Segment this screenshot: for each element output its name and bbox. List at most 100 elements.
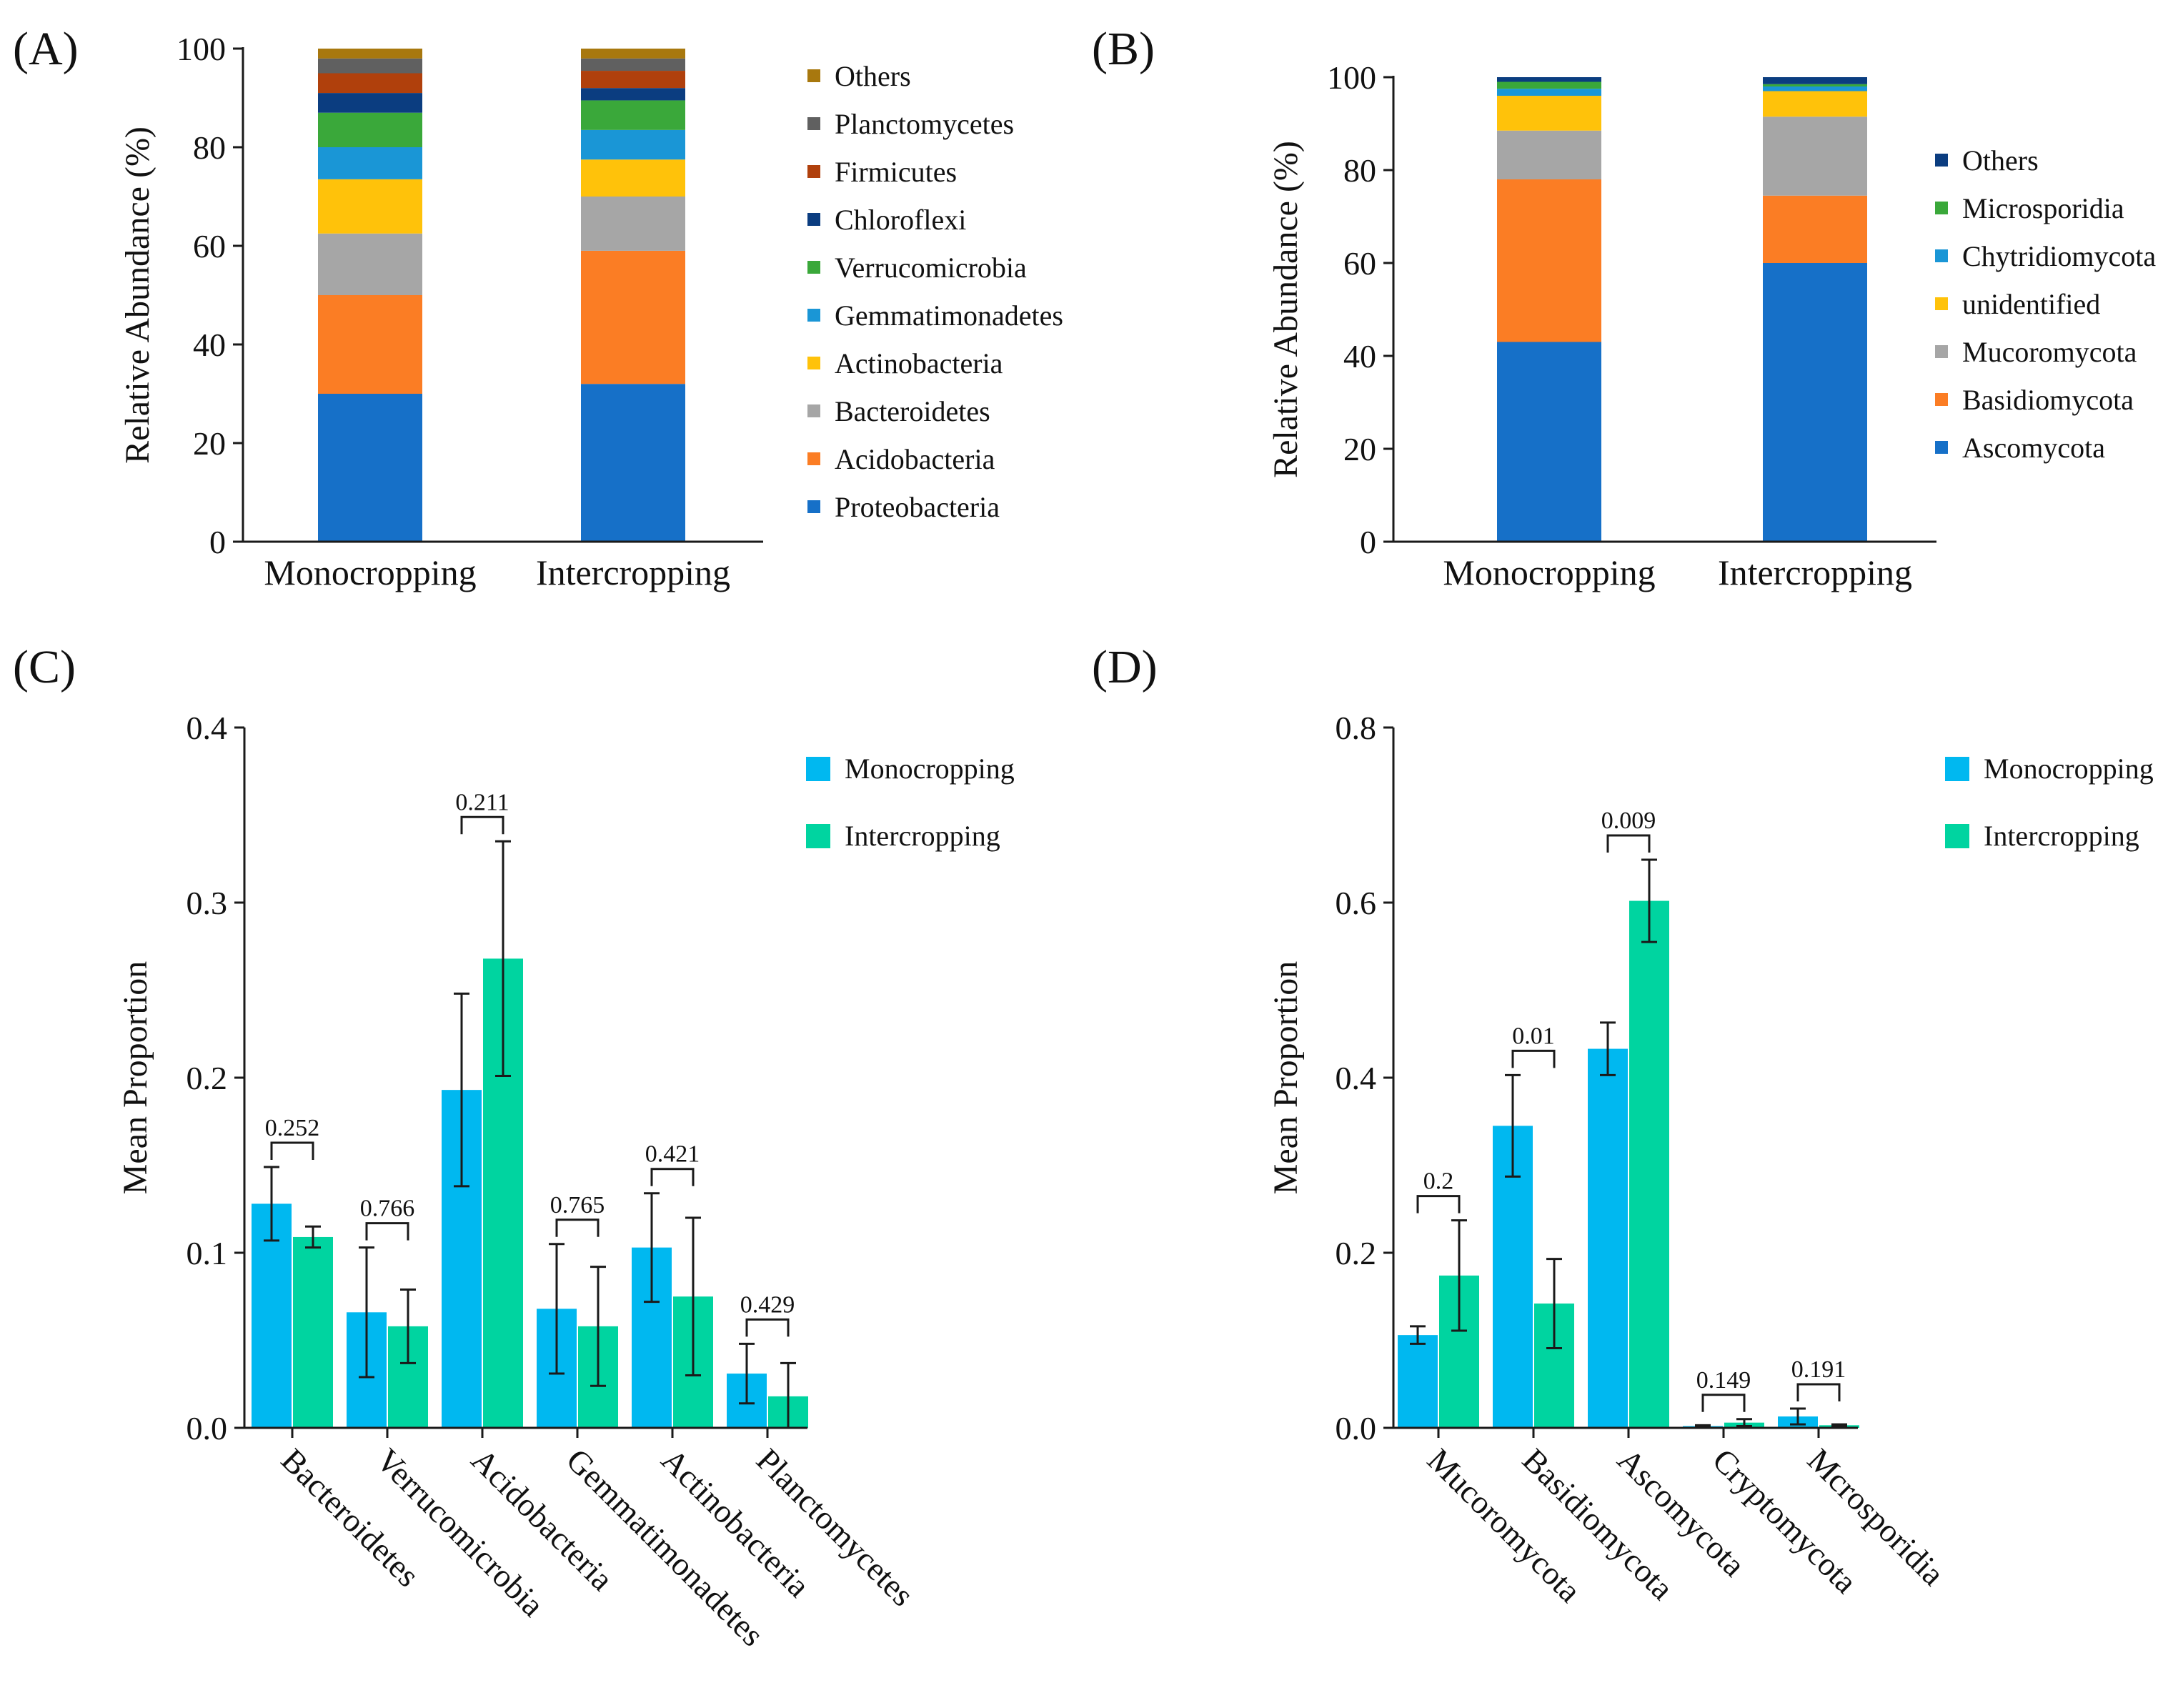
stacked-chart-b: Monocropping Intercropping 0 20 40 60 80 100 Rel… (1267, 59, 2156, 592)
legend-swatch (807, 357, 820, 369)
significance-bracket (555, 1218, 600, 1237)
stacked-segment (581, 71, 685, 89)
significance-bracket (1701, 1394, 1746, 1412)
significance-bracket (365, 1222, 409, 1241)
legend-swatch (807, 213, 820, 226)
y-tick-label: 20 (1343, 431, 1376, 467)
stacked-segment (1763, 263, 1867, 542)
legend-label: Ascomycota (1962, 432, 2105, 464)
y-tick-label: 20 (193, 425, 226, 462)
legend-swatch (1945, 824, 1969, 848)
legend-label: Others (1962, 144, 2039, 177)
stacked-segment (318, 49, 422, 59)
bar (293, 1236, 333, 1428)
legend-swatch (807, 117, 820, 130)
y-tick-label: 0.4 (187, 710, 228, 746)
y-tick-label: 0.3 (187, 885, 228, 921)
stacked-segment (1763, 86, 1867, 91)
legend-label: Acidobacteria (835, 443, 995, 475)
category-label: Intercropping (536, 552, 730, 592)
y-tick-label: 0.6 (1336, 885, 1377, 921)
y-tick-label: 0.0 (1336, 1410, 1377, 1446)
legend-swatch (807, 452, 820, 465)
y-tick-label: 0.1 (187, 1235, 228, 1271)
legend-label: Intercropping (845, 820, 1000, 852)
stacked-segment (1497, 96, 1601, 131)
significance-bracket (1606, 834, 1651, 853)
p-value-label: 0.252 (265, 1115, 320, 1141)
legend-swatch (807, 404, 820, 417)
y-tick-label: 60 (1343, 245, 1376, 282)
p-value-label: 0.766 (360, 1196, 415, 1222)
category-label: Monocropping (264, 552, 476, 592)
legend-swatch (806, 757, 830, 781)
category-label: Monocropping (1443, 552, 1655, 592)
legend-label: Others (835, 60, 911, 92)
stacked-segment (318, 93, 422, 113)
legend-swatch (1935, 441, 1948, 454)
y-tick-label: 100 (176, 31, 226, 67)
stacked-segment (1763, 195, 1867, 263)
legend-label: Firmicutes (835, 156, 957, 188)
stacked-segment (1763, 84, 1867, 86)
legend-swatch (1935, 345, 1948, 358)
bar (1398, 1335, 1438, 1428)
legend-swatch (1935, 249, 1948, 262)
panel-label: (D) (1092, 641, 1158, 693)
grouped-chart-d: 0.2Mucoromycota0.01Basidiomycota0.009Asc… (1267, 710, 2154, 1609)
y-axis-label: Relative Abundance (%) (1267, 141, 1305, 478)
grouped-chart-c: 0.252Bacteroidetes0.766Verrucomicrobia0.… (116, 710, 1015, 1653)
stacked-segment (318, 233, 422, 295)
legend-swatch (807, 165, 820, 178)
legend-label: Mucoromycota (1962, 336, 2137, 368)
legend-label: Bacteroidetes (835, 395, 990, 427)
legend-label: Verrucomicrobia (835, 252, 1027, 284)
stacked-segment (318, 73, 422, 94)
y-tick-label: 100 (1327, 59, 1376, 96)
y-tick-label: 0.4 (1336, 1060, 1377, 1096)
panel-label: (C) (13, 641, 76, 693)
y-tick-label: 0.8 (1336, 710, 1377, 746)
category-label: Intercropping (1718, 552, 1912, 592)
stacked-segment (1763, 91, 1867, 117)
stacked-segment (581, 250, 685, 384)
significance-bracket (1511, 1049, 1556, 1068)
stacked-segment (318, 394, 422, 542)
legend-swatch (1935, 393, 1948, 406)
stacked-segment (581, 58, 685, 71)
stacked-chart-a: Monocropping Intercropping 0 20 40 60 80 100 Rel… (119, 31, 1063, 592)
significance-bracket (1796, 1383, 1841, 1402)
significance-bracket (745, 1318, 790, 1337)
p-value-label: 0.01 (1512, 1023, 1555, 1049)
legend-label: Gemmatimonadetes (835, 299, 1063, 332)
y-tick-label: 80 (1343, 152, 1376, 189)
significance-bracket (270, 1141, 314, 1160)
y-tick-label: 0.2 (187, 1060, 228, 1096)
legend-label: Intercropping (1984, 820, 2139, 852)
stacked-segment (581, 159, 685, 197)
stacked-segment (581, 129, 685, 160)
panel-label: (B) (1092, 23, 1155, 75)
y-axis-label: Mean Proportion (1267, 961, 1305, 1195)
p-value-label: 0.2 (1423, 1168, 1454, 1195)
stacked-segment (318, 295, 422, 394)
y-tick-label: 0.0 (187, 1410, 228, 1446)
legend-swatch (807, 69, 820, 82)
legend-swatch (1935, 297, 1948, 310)
stacked-segment (581, 49, 685, 59)
p-value-label: 0.211 (455, 789, 509, 815)
significance-bracket (460, 815, 504, 835)
legend-label: Microsporidia (1962, 192, 2124, 224)
legend-label: Actinobacteria (835, 347, 1003, 379)
y-axis-label: Mean Proportion (116, 961, 154, 1195)
stacked-segment (581, 88, 685, 101)
legend-swatch (806, 824, 830, 848)
significance-bracket (650, 1168, 695, 1186)
y-tick-label: 0 (1360, 524, 1376, 560)
p-value-label: 0.421 (645, 1141, 700, 1168)
legend-swatch (1935, 202, 1948, 214)
legend-label: unidentified (1962, 288, 2100, 320)
y-tick-label: 80 (193, 129, 226, 166)
legend-swatch (807, 309, 820, 322)
